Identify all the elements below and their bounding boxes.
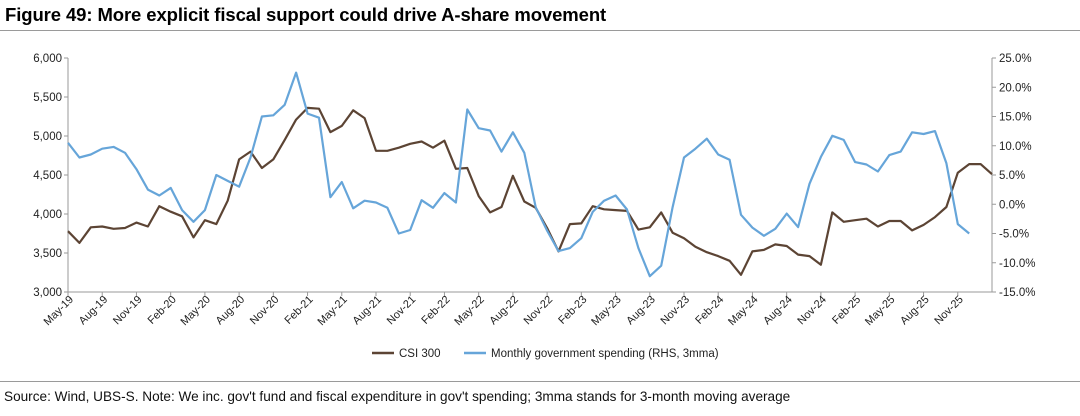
x-tick-label: Nov-24 [795,294,829,328]
x-tick-label: Aug-25 [898,294,932,328]
y-right-tick-label: 25.0% [999,53,1032,65]
bottom-divider [0,381,1080,382]
y-left-tick-label: 4,000 [33,209,62,221]
chart: 3,000 3,500 4,000 4,500 5,000 5,500 6,000 -15.0… [33,53,1035,360]
x-tick-label: Aug-21 [351,294,385,328]
y-left-tick-label: 3,000 [33,287,62,299]
x-tick-label: Feb-24 [693,294,726,327]
x-tick-label: Feb-25 [830,294,863,327]
x-tick-label: May-23 [589,294,623,328]
series-line-gov-spending [67,71,970,278]
x-tick-label: May-22 [452,294,486,328]
x-tick-label: Nov-22 [522,294,556,328]
x-tick-label: Nov-25 [932,294,966,328]
x-tick-label: Aug-20 [214,294,248,328]
series-line-csi300 [67,106,993,276]
x-tick-label: Nov-21 [385,294,419,328]
x-tick-label: May-25 [863,294,897,328]
y-right-tick-label: 10.0% [999,141,1032,153]
x-tick-label: Aug-24 [761,294,795,328]
x-tick-label: May-24 [726,294,760,328]
x-tick-label: Nov-19 [111,294,145,328]
y-left-tick-label: 4,500 [33,170,62,182]
figure-title: Figure 49: More explicit fiscal support … [5,4,607,25]
y-right-tick-label: -10.0% [999,258,1035,270]
y-left-tick-label: 5,000 [33,131,62,143]
y-right-tick-label: 15.0% [999,112,1032,124]
source-note: Source: Wind, UBS-S. Note: We inc. gov't… [4,389,791,404]
x-tick-label: Feb-20 [146,294,179,327]
x-tick-label: Aug-23 [624,294,658,328]
top-divider [0,30,1080,31]
y-right-tick-label: -5.0% [999,229,1029,241]
x-tick-label: Feb-23 [556,294,589,327]
x-tick-label: Nov-23 [659,294,693,328]
y-right-tick-label: 20.0% [999,82,1032,94]
y-left-tick-label: 5,500 [33,92,62,104]
y-left-tick-label: 6,000 [33,53,62,65]
x-tick-label: Feb-22 [419,294,452,327]
y-right-tick-label: 5.0% [999,170,1025,182]
x-tick-label: Aug-19 [77,294,111,328]
x-tick-label: Aug-22 [487,294,521,328]
y-right-tick-label: -15.0% [999,287,1035,299]
x-tick-label: Nov-20 [248,294,282,328]
x-tick-label: Feb-21 [283,294,316,327]
legend-label: CSI 300 [399,348,441,360]
x-tick-label: May-20 [179,294,213,328]
y-right-tick-label: 0.0% [999,199,1025,211]
x-tick-label: May-21 [315,294,349,328]
legend-label: Monthly government spending (RHS, 3mma) [491,348,719,360]
y-left-tick-label: 3,500 [33,248,62,260]
